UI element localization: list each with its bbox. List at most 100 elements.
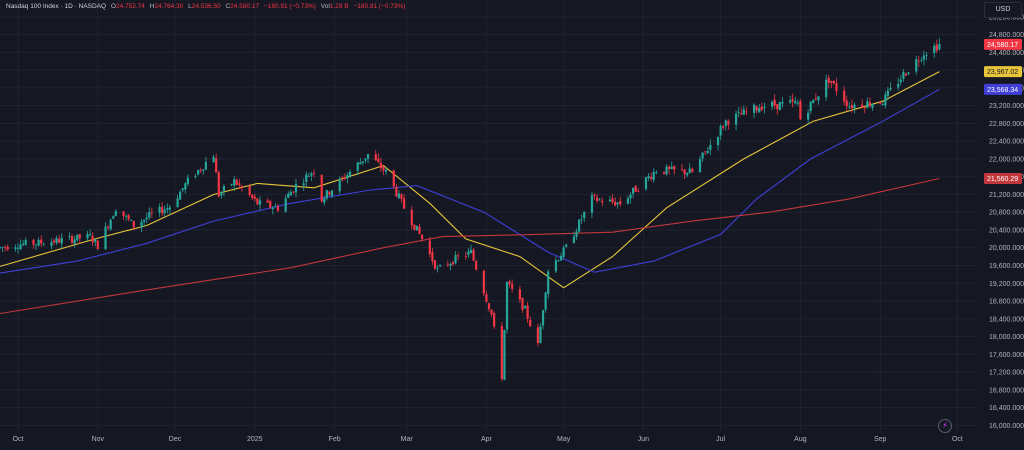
candle-body [619, 201, 622, 205]
price-label-badge [984, 66, 1022, 78]
candle-body [500, 326, 503, 379]
candle-body [379, 162, 383, 169]
candle-body [830, 80, 833, 83]
candle-body [794, 101, 797, 104]
candle-body [778, 102, 781, 111]
candle-body [446, 264, 449, 266]
candle-body [716, 136, 720, 146]
candle-body [402, 198, 406, 209]
open-label: O [110, 3, 116, 10]
candle-body [359, 162, 362, 165]
candle-body [377, 158, 380, 163]
candle-body [626, 198, 630, 204]
candle-body [52, 240, 56, 243]
candle-body [665, 166, 668, 175]
y-tick-label: 20,800.000 [989, 210, 1024, 217]
candle-body [96, 240, 99, 250]
candle-body [392, 170, 395, 187]
candle-body [907, 72, 910, 75]
candle-body [760, 106, 763, 110]
candle-body [629, 194, 632, 199]
candle-body [114, 211, 117, 216]
candle-body [562, 247, 565, 257]
candle-body [554, 260, 558, 272]
candle-body [832, 81, 835, 84]
candle-body [276, 206, 280, 211]
candle-body [917, 60, 920, 62]
lightning-icon[interactable]: ⚡ [938, 419, 952, 433]
candle-body [176, 198, 179, 207]
y-tick-label: 17,200.000 [989, 370, 1024, 377]
currency-button[interactable]: USD [984, 2, 1022, 18]
candle-body [871, 104, 874, 108]
candle-body [150, 212, 153, 213]
candle-body [547, 271, 550, 294]
candle-body [6, 246, 9, 250]
symbol-title: Nasdaq 100 Index · 1D · NASDAQ [6, 3, 107, 10]
candle-body [879, 102, 882, 104]
candle-body [24, 239, 27, 245]
y-tick-label: 21,200.000 [989, 192, 1024, 199]
candle-body [632, 187, 635, 194]
candle-body [37, 239, 40, 246]
y-tick-label: 19,200.000 [989, 281, 1024, 288]
candle-body [14, 247, 17, 250]
candle-body [503, 330, 506, 380]
x-tick-label: Oct [13, 436, 24, 443]
candle-body [608, 199, 612, 202]
candle-body [884, 94, 887, 106]
x-tick-label: 2025 [247, 436, 263, 443]
candle-body [920, 60, 923, 61]
candle-body [886, 90, 890, 96]
candle-body [292, 191, 295, 193]
candle-body [902, 72, 905, 79]
candle-body [698, 159, 702, 172]
candle-body [346, 174, 349, 179]
candle-body [935, 44, 938, 51]
candle-body [789, 100, 792, 103]
candle-body [644, 177, 648, 190]
candle-body [289, 192, 292, 196]
candle-body [341, 177, 344, 179]
candle-body [616, 202, 619, 205]
candle-body [595, 197, 599, 202]
candle-body [752, 104, 756, 113]
x-tick-label: Dec [169, 436, 182, 443]
candle-body [850, 105, 853, 109]
candle-body [415, 225, 419, 231]
candle-body [771, 101, 774, 107]
candle-body [709, 144, 712, 150]
candle-body [338, 178, 341, 192]
price-label-badge [984, 172, 1022, 184]
candle-body [253, 196, 256, 199]
candle-body [248, 186, 251, 196]
candle-body [449, 264, 452, 266]
price-labels: 24,580.17 23,967.02 23,568.34 21,560.29 [984, 38, 1022, 184]
price-label-text: 23,568.34 [987, 87, 1018, 94]
y-tick-label: 16,000.000 [989, 423, 1024, 430]
candle-body [634, 185, 637, 192]
candle-body [706, 150, 709, 154]
candle-body [742, 109, 745, 115]
volume-value: 1.29 B [329, 3, 349, 10]
candle-body [19, 244, 22, 250]
candle-body [184, 183, 187, 190]
candle-body [130, 219, 133, 221]
candle-body [541, 310, 545, 326]
candle-body [132, 220, 135, 228]
candle-body [683, 169, 686, 175]
candle-body [42, 244, 45, 246]
candle-body [904, 73, 908, 76]
candle-body [439, 265, 442, 267]
y-tick-label: 23,200.000 [989, 103, 1024, 110]
time-axis-bg [0, 432, 978, 445]
low-value: 24,536.50 [191, 3, 221, 10]
candle-body [158, 206, 161, 213]
price-label-badge [984, 38, 1022, 50]
candle-body [796, 102, 799, 104]
candle-body [807, 112, 810, 120]
candle-body [701, 152, 704, 159]
candle-body [88, 234, 92, 236]
